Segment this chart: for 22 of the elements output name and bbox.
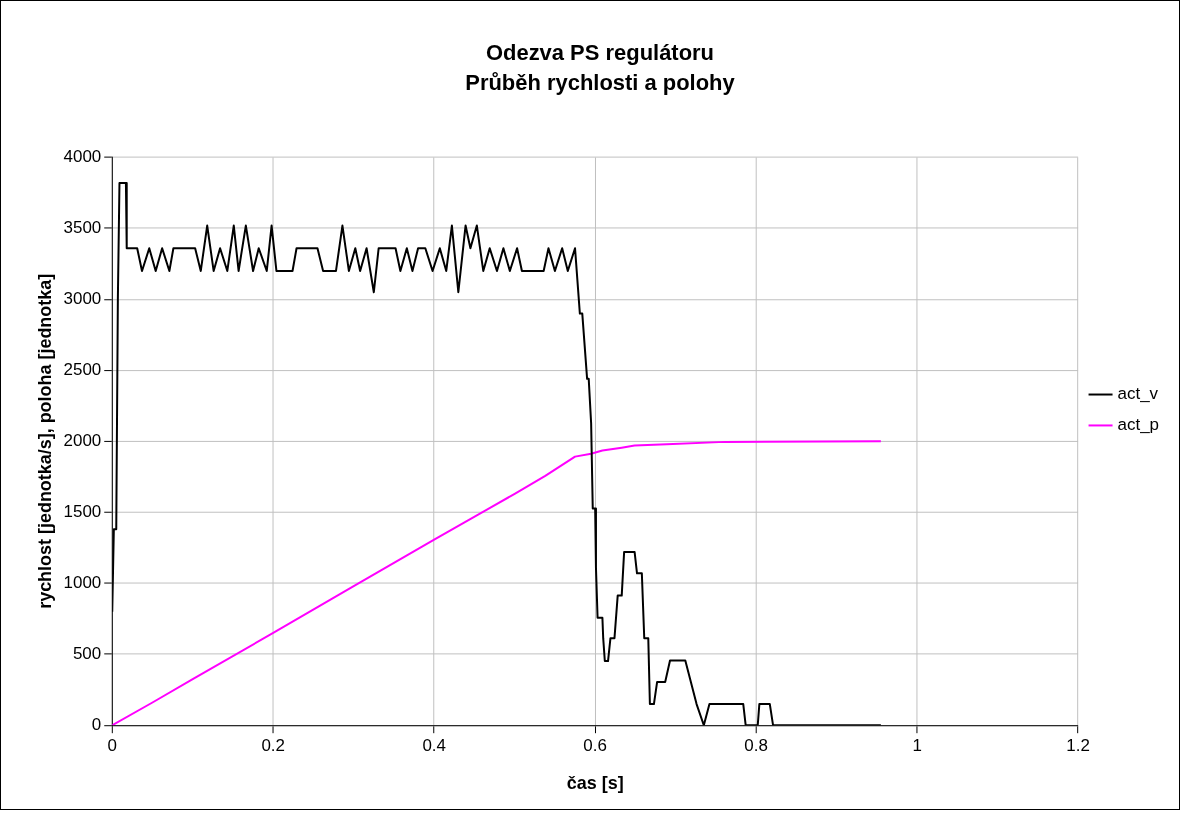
chart-title: Odezva PS regulátoru bbox=[485, 40, 715, 66]
y-tick-label: 3500 bbox=[63, 218, 102, 238]
y-tick-label: 1000 bbox=[63, 572, 102, 592]
x-tick-label: 0.6 bbox=[583, 736, 607, 756]
x-tick-label: 0.4 bbox=[422, 736, 446, 756]
x-tick-label: 0.2 bbox=[261, 736, 285, 756]
x-tick-label: 0.8 bbox=[744, 736, 768, 756]
y-tick-label: 0 bbox=[91, 714, 102, 734]
legend-label: act_v bbox=[1117, 384, 1159, 404]
y-axis-title: rychlost [jednotka/s], poloha [jednotka] bbox=[34, 273, 55, 609]
y-tick-label: 1500 bbox=[63, 501, 102, 521]
x-tick-label: 1.2 bbox=[1066, 736, 1090, 756]
y-tick-label: 2500 bbox=[63, 360, 102, 380]
y-tick-label: 4000 bbox=[63, 147, 102, 167]
x-tick-label: 1 bbox=[912, 736, 922, 756]
y-tick-label: 2000 bbox=[63, 430, 102, 450]
y-tick-label: 3000 bbox=[63, 289, 102, 309]
x-axis-title: čas [s] bbox=[566, 773, 624, 794]
y-tick-label: 500 bbox=[72, 643, 102, 663]
legend-label: act_p bbox=[1117, 415, 1160, 435]
x-tick-label: 0 bbox=[107, 736, 117, 756]
chart-subtitle: Průběh rychlosti a polohy bbox=[465, 70, 736, 96]
